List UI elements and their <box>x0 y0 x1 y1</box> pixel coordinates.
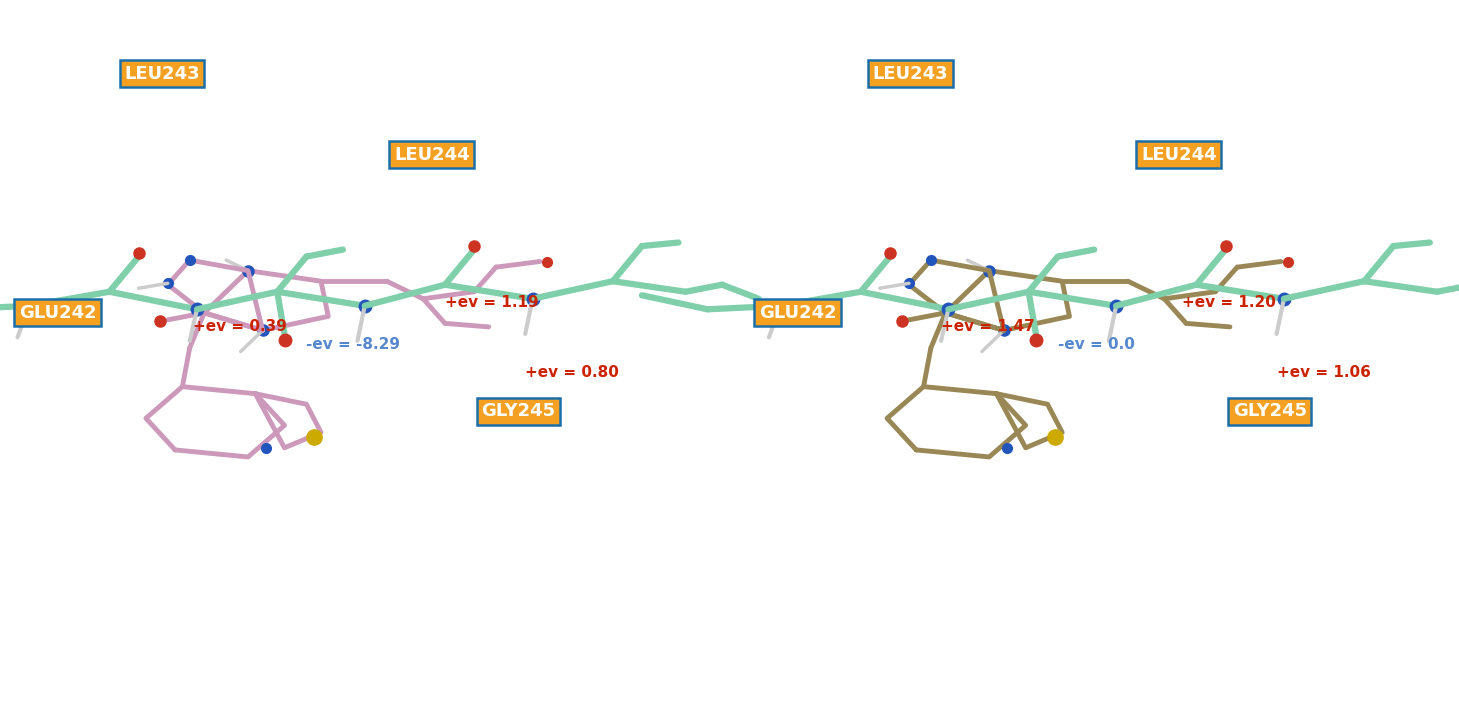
Text: LEU244: LEU244 <box>394 146 470 164</box>
Text: +ev = 1.47: +ev = 1.47 <box>941 319 1034 335</box>
Text: GLY245: GLY245 <box>481 402 556 420</box>
Text: -ev = 0.0: -ev = 0.0 <box>1058 337 1135 352</box>
Text: LEU243: LEU243 <box>872 65 948 83</box>
Text: LEU244: LEU244 <box>1141 146 1217 164</box>
Text: GLU242: GLU242 <box>19 304 96 322</box>
Text: -ev = -8.29: -ev = -8.29 <box>306 337 400 352</box>
Text: +ev = 1.06: +ev = 1.06 <box>1277 365 1370 380</box>
Text: +ev = 0.80: +ev = 0.80 <box>525 365 619 380</box>
Text: +ev = 1.19: +ev = 1.19 <box>445 295 538 310</box>
Text: +ev = 0.39: +ev = 0.39 <box>193 319 286 335</box>
Text: LEU243: LEU243 <box>124 65 200 83</box>
Text: GLY245: GLY245 <box>1233 402 1307 420</box>
Text: GLU242: GLU242 <box>759 304 836 322</box>
Text: +ev = 1.20: +ev = 1.20 <box>1182 295 1275 310</box>
